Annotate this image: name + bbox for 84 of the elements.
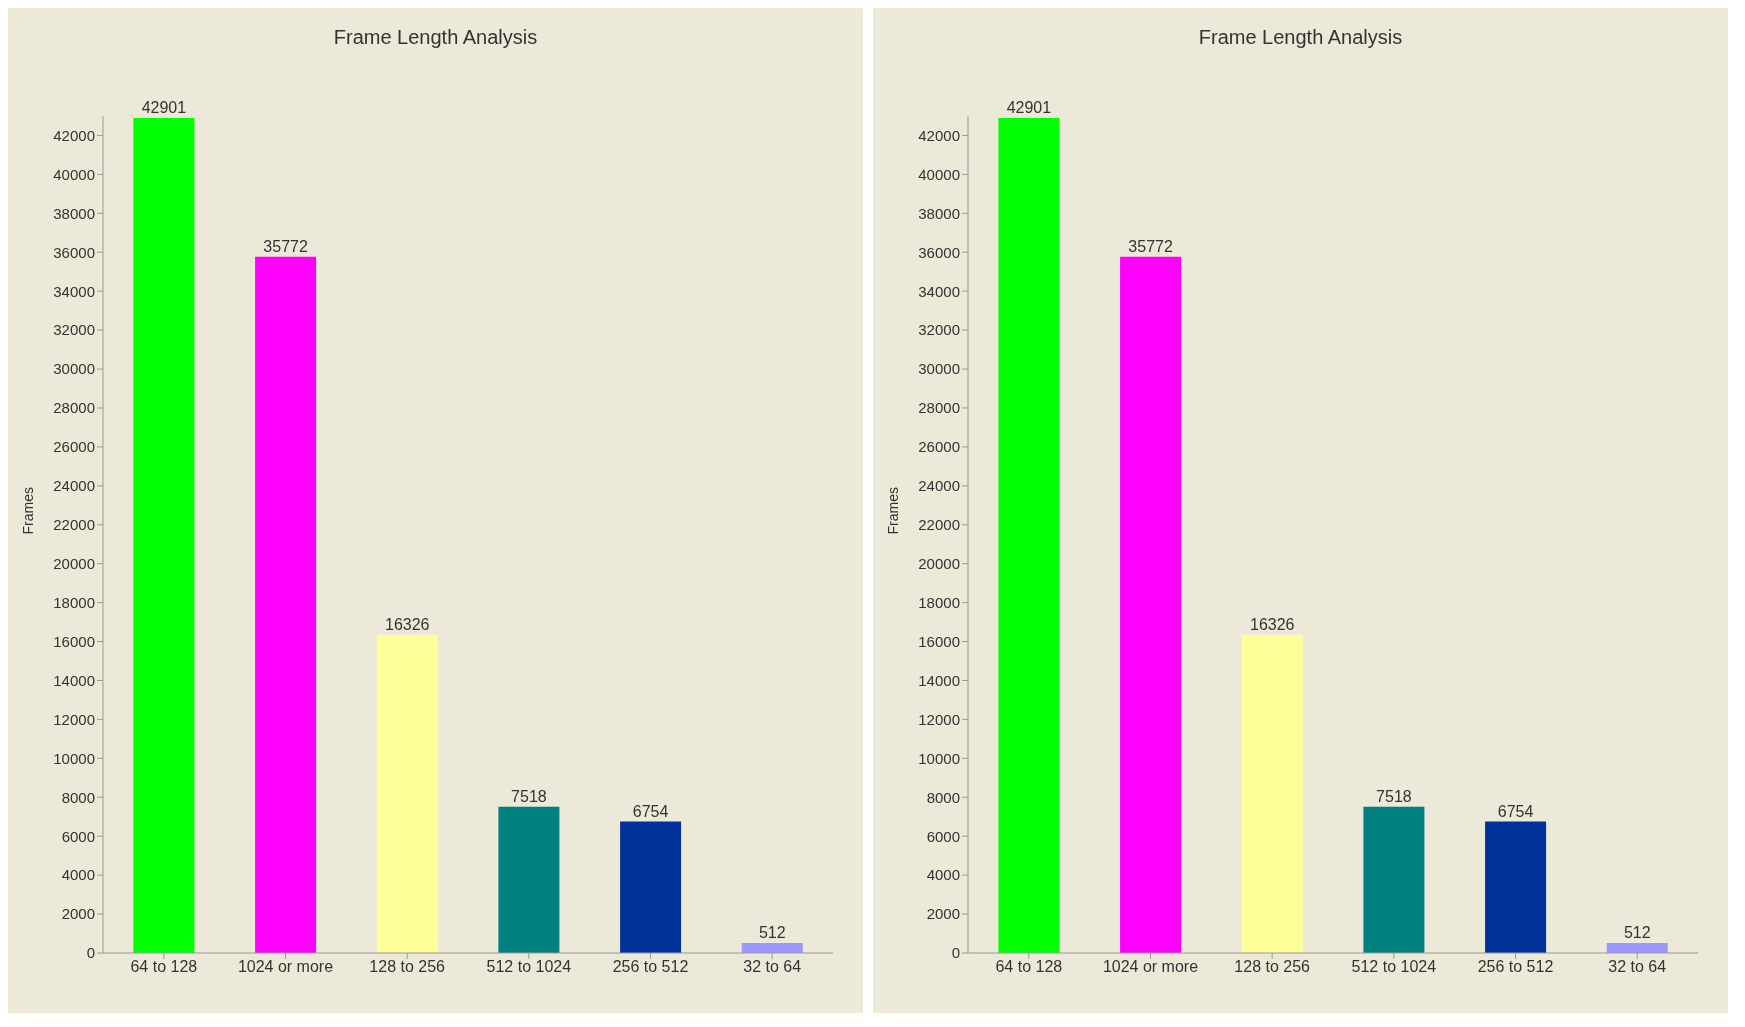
y-tick-label: 16000 bbox=[53, 632, 95, 650]
y-tick-label: 2000 bbox=[61, 905, 95, 923]
bar bbox=[998, 117, 1060, 953]
data-label: 512 bbox=[1623, 924, 1651, 942]
data-label: 35772 bbox=[1128, 237, 1173, 255]
x-tick-label: 1024 or more bbox=[237, 958, 334, 976]
y-tick-label: 42000 bbox=[918, 126, 960, 144]
y-tick-label: 22000 bbox=[53, 516, 95, 534]
y-tick-label: 42000 bbox=[53, 126, 95, 144]
data-label: 16326 bbox=[1250, 616, 1295, 634]
data-label: 42901 bbox=[1006, 98, 1052, 116]
x-tick-label: 64 to 128 bbox=[130, 958, 198, 976]
y-tick-label: 38000 bbox=[918, 204, 960, 222]
bar bbox=[498, 806, 560, 953]
y-tick-label: 38000 bbox=[53, 204, 95, 222]
x-tick-label: 256 to 512 bbox=[1477, 958, 1554, 976]
y-axis-title: Frames bbox=[884, 487, 901, 535]
data-label: 6754 bbox=[632, 802, 669, 820]
y-tick-label: 34000 bbox=[918, 282, 960, 300]
y-tick-label: 32000 bbox=[918, 321, 960, 339]
y-tick-label: 12000 bbox=[918, 710, 960, 728]
y-tick-label: 8000 bbox=[926, 788, 960, 806]
y-tick-label: 36000 bbox=[918, 243, 960, 261]
y-tick-label: 20000 bbox=[918, 555, 960, 573]
y-tick-label: 6000 bbox=[926, 827, 960, 845]
y-tick-label: 30000 bbox=[918, 360, 960, 378]
bar bbox=[1485, 821, 1547, 953]
bar bbox=[376, 635, 438, 953]
y-tick-label: 36000 bbox=[53, 243, 95, 261]
bar bbox=[620, 821, 682, 953]
y-tick-label: 28000 bbox=[53, 399, 95, 417]
bar bbox=[1241, 635, 1303, 953]
chart-title: Frame Length Analysis bbox=[1197, 25, 1404, 50]
y-tick-label: 20000 bbox=[53, 555, 95, 573]
y-tick-label: 14000 bbox=[918, 671, 960, 689]
y-tick-label: 12000 bbox=[53, 710, 95, 728]
y-tick-label: 16000 bbox=[918, 632, 960, 650]
data-label: 7518 bbox=[511, 787, 547, 805]
bar bbox=[1363, 806, 1425, 953]
y-tick-label: 10000 bbox=[918, 749, 960, 767]
y-tick-label: 18000 bbox=[53, 593, 95, 611]
y-tick-label: 30000 bbox=[53, 360, 95, 378]
y-tick-label: 0 bbox=[951, 944, 960, 962]
data-label: 7518 bbox=[1376, 787, 1412, 805]
y-tick-label: 4000 bbox=[926, 866, 960, 884]
bar bbox=[133, 117, 195, 953]
y-tick-label: 14000 bbox=[53, 671, 95, 689]
x-tick-label: 1024 or more bbox=[1102, 958, 1199, 976]
bar bbox=[255, 256, 317, 953]
x-tick-label: 32 to 64 bbox=[1608, 958, 1667, 976]
y-tick-label: 22000 bbox=[918, 516, 960, 534]
data-label: 512 bbox=[758, 924, 786, 942]
data-label: 35772 bbox=[263, 237, 308, 255]
y-tick-label: 10000 bbox=[53, 749, 95, 767]
data-label: 42901 bbox=[141, 98, 187, 116]
x-tick-label: 64 to 128 bbox=[995, 958, 1063, 976]
bar bbox=[1120, 256, 1182, 953]
bar bbox=[1606, 943, 1668, 953]
y-tick-label: 8000 bbox=[61, 788, 95, 806]
y-tick-label: 28000 bbox=[918, 399, 960, 417]
x-tick-label: 512 to 1024 bbox=[486, 958, 572, 976]
y-tick-label: 40000 bbox=[918, 165, 960, 183]
x-tick-label: 512 to 1024 bbox=[1351, 958, 1437, 976]
y-tick-label: 32000 bbox=[53, 321, 95, 339]
x-tick-label: 256 to 512 bbox=[612, 958, 689, 976]
y-tick-label: 34000 bbox=[53, 282, 95, 300]
y-tick-label: 6000 bbox=[61, 827, 95, 845]
y-tick-label: 26000 bbox=[53, 438, 95, 456]
y-tick-label: 24000 bbox=[918, 477, 960, 495]
y-axis-title: Frames bbox=[19, 487, 36, 535]
data-label: 6754 bbox=[1497, 802, 1534, 820]
bar bbox=[741, 943, 803, 953]
y-tick-label: 40000 bbox=[53, 165, 95, 183]
y-tick-label: 18000 bbox=[918, 593, 960, 611]
x-tick-label: 32 to 64 bbox=[743, 958, 802, 976]
chart-title: Frame Length Analysis bbox=[332, 25, 539, 50]
data-label: 16326 bbox=[385, 616, 430, 634]
y-tick-label: 2000 bbox=[926, 905, 960, 923]
y-tick-label: 0 bbox=[86, 944, 95, 962]
y-tick-label: 4000 bbox=[61, 866, 95, 884]
x-tick-label: 128 to 256 bbox=[1234, 958, 1311, 976]
y-tick-label: 26000 bbox=[918, 438, 960, 456]
x-tick-label: 128 to 256 bbox=[369, 958, 446, 976]
y-tick-label: 24000 bbox=[53, 477, 95, 495]
